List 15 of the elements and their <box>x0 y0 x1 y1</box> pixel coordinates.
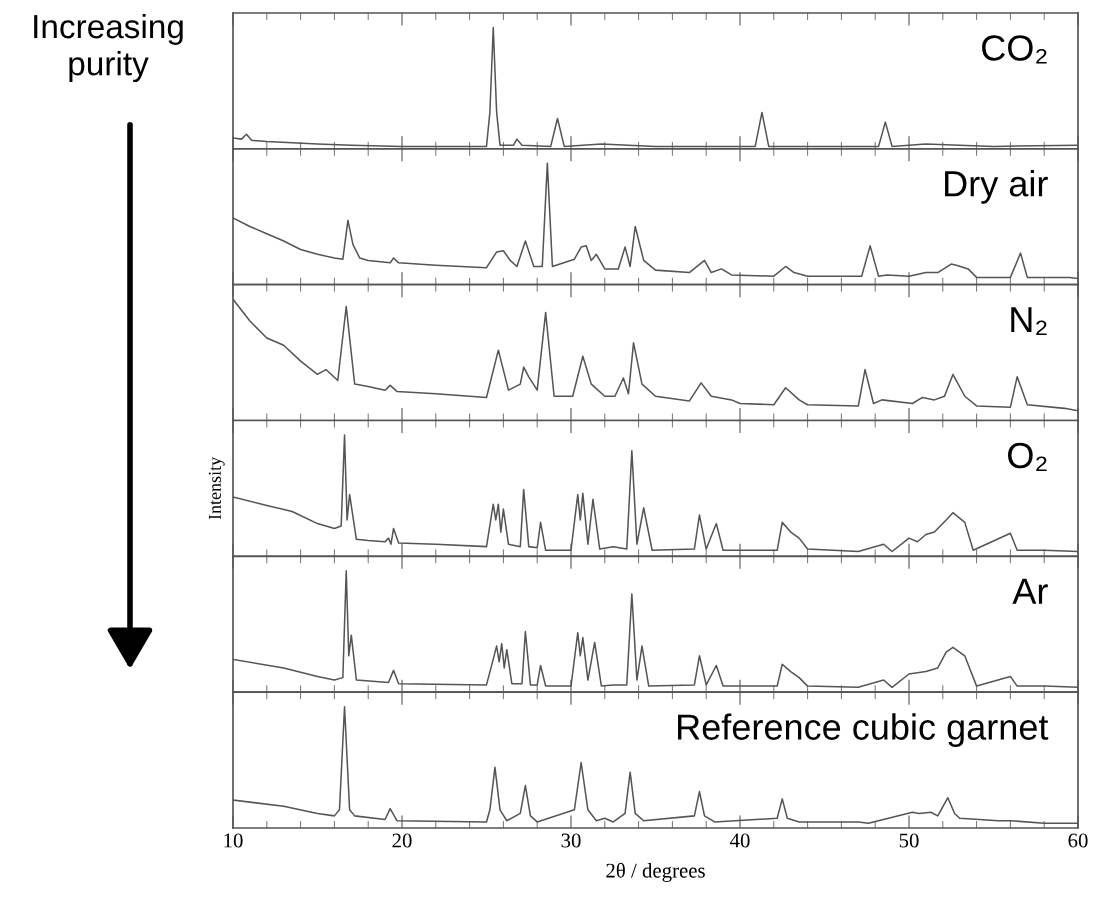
series-label: N₂ <box>1011 307 1047 336</box>
x-tick-label: 50 <box>899 833 919 848</box>
y-axis-title: Intensity <box>208 456 225 520</box>
x-axis-title: 2θ / degrees <box>606 862 705 882</box>
legend-label: CO₂ <box>982 35 1047 64</box>
x-tick-label: 10 <box>224 833 243 848</box>
text: Increasing purity <box>34 13 183 83</box>
series-label: Reference cubic garnet <box>678 713 1049 748</box>
series-label: Dry air <box>945 170 1048 204</box>
x-tick-label: 20 <box>392 833 412 848</box>
series-label: O₂ <box>1008 442 1047 471</box>
x-tick-label: 30 <box>561 833 581 848</box>
series-label: Ar <box>1012 578 1048 604</box>
x-tick-label: 40 <box>729 833 750 848</box>
x-tick-label: 60 <box>1068 833 1088 848</box>
